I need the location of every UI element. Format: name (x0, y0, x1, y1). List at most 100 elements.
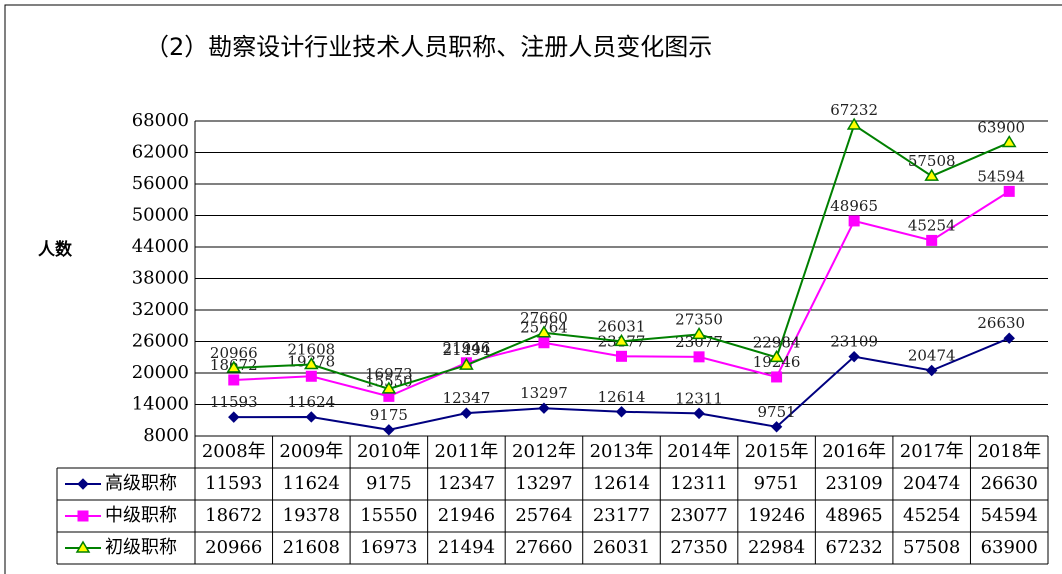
y-tick-label: 8000 (143, 425, 189, 446)
table-cell: 9751 (754, 473, 800, 494)
table-cell: 21608 (283, 537, 340, 558)
y-tick-label: 68000 (132, 110, 189, 131)
table-cell: 16973 (360, 537, 417, 558)
table-cell: 18672 (205, 505, 262, 526)
marker (693, 407, 705, 420)
table-cell: 45254 (903, 505, 960, 526)
data-label: 16973 (365, 365, 413, 383)
marker (538, 402, 550, 414)
x-tick-label: 2008年 (202, 441, 266, 462)
x-tick-label: 2012年 (512, 441, 576, 462)
data-label: 48965 (830, 197, 878, 215)
y-tick-label: 14000 (132, 394, 189, 415)
y-tick-label: 26000 (132, 331, 189, 352)
y-tick-label: 62000 (132, 142, 189, 163)
data-label: 27660 (520, 309, 568, 327)
marker (305, 411, 318, 423)
table-cell: 27660 (515, 537, 572, 558)
frame (4, 4, 1062, 574)
x-tick-label: 2010年 (357, 441, 421, 462)
table-cell: 63900 (981, 537, 1038, 558)
marker (848, 215, 860, 227)
data-label: 22984 (753, 333, 801, 351)
table-cell: 26630 (981, 473, 1038, 494)
table-cell: 19246 (748, 505, 805, 526)
marker (77, 510, 89, 522)
marker (75, 540, 91, 553)
table-cell: 11593 (205, 473, 262, 494)
table-cell: 26031 (593, 537, 650, 558)
table-cell: 25764 (515, 505, 572, 526)
table-cell: 21946 (438, 505, 495, 526)
data-label: 9751 (757, 403, 795, 421)
y-tick-label: 38000 (132, 268, 189, 289)
table-cell: 23177 (593, 505, 650, 526)
data-label: 21608 (287, 341, 335, 359)
marker (228, 411, 240, 423)
y-axis-label: 人数 (38, 239, 73, 260)
marker (846, 117, 862, 130)
marker (226, 360, 242, 373)
x-tick-label: 2016年 (822, 441, 886, 462)
table-cell: 67232 (826, 537, 883, 558)
x-tick-label: 2018年 (977, 441, 1041, 462)
table-cell: 21494 (438, 537, 495, 558)
data-label: 21494 (443, 341, 491, 359)
marker (924, 168, 940, 181)
marker (228, 374, 240, 386)
data-label: 12311 (675, 389, 723, 407)
marker (769, 349, 784, 363)
marker (538, 337, 550, 349)
y-tick-label: 50000 (132, 205, 189, 226)
legend-label: 中级职称 (105, 505, 177, 526)
marker (616, 350, 627, 362)
data-label: 13297 (520, 384, 568, 402)
marker (383, 424, 395, 436)
table-cell: 23109 (826, 473, 883, 494)
data-label: 21946 (443, 339, 491, 357)
table-cell: 27350 (670, 537, 727, 558)
table-cell: 15550 (360, 505, 417, 526)
table-cell: 9175 (366, 473, 412, 494)
marker (459, 357, 474, 370)
marker (926, 234, 938, 246)
marker (615, 406, 628, 418)
y-tick-label: 56000 (132, 173, 189, 194)
table-cell: 22984 (748, 537, 805, 558)
marker (536, 325, 552, 338)
marker (614, 333, 629, 347)
marker (305, 370, 317, 382)
table-cell: 12614 (593, 473, 650, 494)
data-label: 26031 (598, 317, 646, 335)
data-label: 20474 (908, 347, 956, 365)
table-cell: 23077 (670, 505, 727, 526)
marker (460, 407, 473, 419)
x-tick-label: 2009年 (279, 441, 343, 462)
marker (1001, 135, 1017, 148)
table-cell: 19378 (283, 505, 340, 526)
data-label: 12614 (598, 388, 646, 406)
x-tick-label: 2011年 (435, 441, 499, 462)
chart-title: （2）勘察设计行业技术人员职称、注册人员变化图示 (145, 33, 712, 61)
table-cell: 12311 (670, 473, 727, 494)
series-line (233, 190, 1010, 398)
table-cell: 57508 (903, 537, 960, 558)
data-label: 67232 (830, 101, 878, 119)
marker (693, 351, 705, 363)
table-cell: 12347 (438, 473, 495, 494)
data-label: 11624 (287, 393, 335, 411)
table-cell: 20966 (205, 537, 262, 558)
data-label: 27350 (675, 310, 723, 328)
table-cell: 13297 (515, 473, 572, 494)
marker (77, 478, 89, 490)
marker (1003, 332, 1015, 344)
marker (691, 326, 707, 340)
data-label: 26630 (977, 314, 1025, 332)
marker (848, 350, 860, 363)
data-label: 20966 (210, 344, 258, 362)
data-label: 9175 (370, 406, 408, 424)
marker (1003, 185, 1015, 197)
data-label: 11593 (210, 393, 258, 411)
marker (770, 421, 783, 433)
